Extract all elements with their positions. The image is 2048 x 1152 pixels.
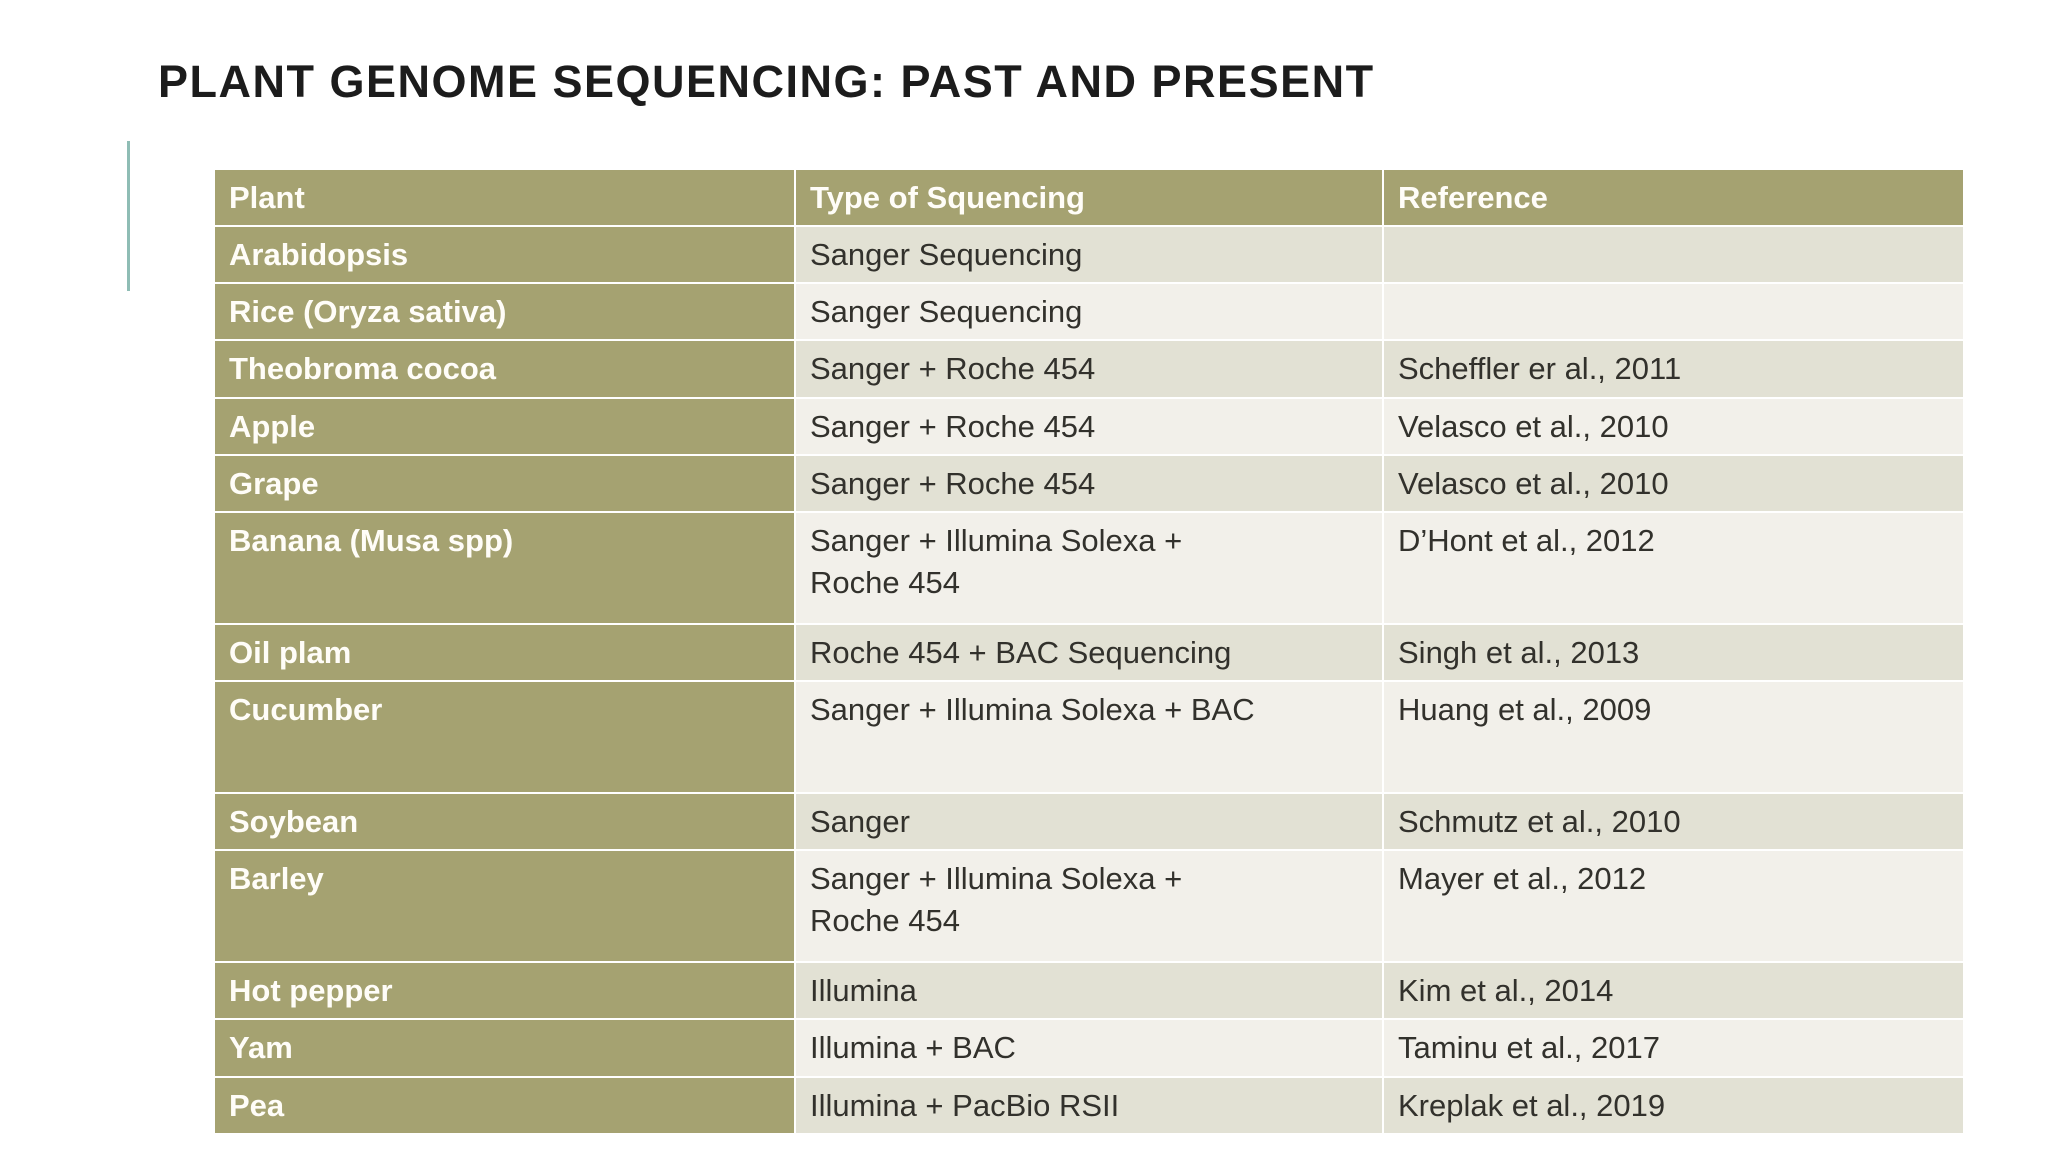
sequencing-type-cell: Sanger + Roche 454 (794, 339, 1384, 399)
sequencing-type-cell: Sanger Sequencing (794, 225, 1384, 285)
column-header-reference: Reference (1382, 167, 1965, 228)
reference-cell (1382, 225, 1965, 285)
sequencing-type-cell: Illumina + PacBio RSII (794, 1075, 1384, 1135)
plant-cell: Cucumber (213, 680, 796, 795)
table-row: Cucumber Sanger + Illumina Solexa + BAC Hu… (213, 680, 1965, 795)
plant-cell: Pea (213, 1075, 796, 1135)
reference-cell: Singh et al., 2013 (1382, 622, 1965, 683)
plant-cell: Hot pepper (213, 961, 796, 1021)
sequencing-type-cell: Sanger Sequencing (794, 282, 1384, 342)
table-row: Oil plam Roche 454 + BAC Sequencing Singh … (213, 622, 1965, 683)
plant-cell: Oil plam (213, 622, 796, 683)
table-row: Grape Sanger + Roche 454 Velasco et al., 2… (213, 453, 1965, 513)
table-row: Hot pepper Illumina Kim et al., 2014 (213, 961, 1965, 1021)
plant-cell: Soybean (213, 792, 796, 852)
reference-cell: Velasco et al., 2010 (1382, 396, 1965, 456)
reference-cell: Schmutz et al., 2010 (1382, 792, 1965, 852)
sequencing-type-cell: Illumina (794, 961, 1384, 1021)
table-row: Apple Sanger + Roche 454 Velasco et al., 2… (213, 396, 1965, 456)
plant-cell: Theobroma cocoa (213, 339, 796, 399)
sequencing-type-cell: Sanger + Illumina Solexa + BAC (794, 680, 1384, 795)
reference-cell: Scheffler er al., 2011 (1382, 339, 1965, 399)
reference-cell (1382, 282, 1965, 342)
vertical-accent-line (127, 141, 130, 291)
table-row: Theobroma cocoa Sanger + Roche 454 Scheffl… (213, 339, 1965, 399)
reference-cell: Mayer et al., 2012 (1382, 849, 1965, 964)
page-title: PLANT GENOME SEQUENCING: PAST AND PRESEN… (158, 56, 1375, 107)
plant-cell: Apple (213, 396, 796, 456)
reference-cell: D’Hont et al., 2012 (1382, 510, 1965, 625)
plant-cell: Barley (213, 849, 796, 964)
sequencing-type-cell: Sanger + Illumina Solexa + Roche 454 (794, 849, 1384, 964)
table-row: Rice (Oryza sativa) Sanger Sequencing (213, 282, 1965, 342)
reference-cell: Kreplak et al., 2019 (1382, 1075, 1965, 1135)
sequencing-type-cell: Roche 454 + BAC Sequencing (794, 622, 1384, 683)
genome-table-container: Plant Type of Squencing Reference Arabid… (213, 167, 1965, 1135)
plant-cell: Rice (Oryza sativa) (213, 282, 796, 342)
plant-cell: Yam (213, 1018, 796, 1078)
table-row: Arabidopsis Sanger Sequencing (213, 225, 1965, 285)
table-row: Pea Illumina + PacBio RSII Kreplak et al.,… (213, 1075, 1965, 1135)
table-row: Barley Sanger + Illumina Solexa + Roche 4… (213, 849, 1965, 964)
sequencing-type-cell: Illumina + BAC (794, 1018, 1384, 1078)
plant-cell: Arabidopsis (213, 225, 796, 285)
sequencing-type-cell: Sanger + Illumina Solexa + Roche 454 (794, 510, 1384, 625)
sequencing-type-cell: Sanger + Roche 454 (794, 453, 1384, 513)
sequencing-type-cell: Sanger (794, 792, 1384, 852)
sequencing-type-cell: Sanger + Roche 454 (794, 396, 1384, 456)
plant-cell: Banana (Musa spp) (213, 510, 796, 625)
reference-cell: Kim et al., 2014 (1382, 961, 1965, 1021)
column-header-sequencing: Type of Squencing (794, 167, 1384, 228)
plant-cell: Grape (213, 453, 796, 513)
table-row: Yam Illumina + BAC Taminu et al., 2017 (213, 1018, 1965, 1078)
genome-sequencing-table: Plant Type of Squencing Reference Arabid… (213, 167, 1965, 1135)
table-row: Banana (Musa spp) Sanger + Illumina Solex… (213, 510, 1965, 625)
column-header-plant: Plant (213, 167, 796, 228)
table-row: Soybean Sanger Schmutz et al., 2010 (213, 792, 1965, 852)
reference-cell: Huang et al., 2009 (1382, 680, 1965, 795)
reference-cell: Velasco et al., 2010 (1382, 453, 1965, 513)
reference-cell: Taminu et al., 2017 (1382, 1018, 1965, 1078)
table-header-row: Plant Type of Squencing Reference (213, 167, 1965, 228)
